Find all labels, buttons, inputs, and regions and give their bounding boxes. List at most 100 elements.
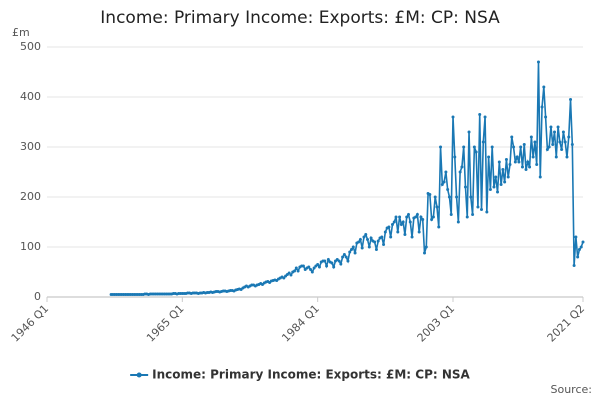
data-point — [332, 265, 336, 269]
data-point — [510, 135, 514, 139]
data-point — [301, 264, 305, 268]
data-point — [560, 148, 564, 151]
data-point — [374, 248, 378, 251]
data-point — [366, 238, 370, 241]
data-point — [520, 165, 524, 169]
data-point — [399, 223, 403, 226]
data-point — [503, 180, 507, 184]
data-point — [350, 248, 354, 251]
data-point — [462, 145, 466, 149]
data-point — [476, 205, 480, 209]
data-point — [357, 240, 361, 244]
y-tick-label: 400 — [20, 90, 41, 103]
data-point — [312, 266, 316, 270]
data-point — [519, 145, 523, 149]
data-point — [428, 193, 432, 196]
data-point — [360, 246, 364, 250]
data-point — [369, 236, 373, 240]
data-point — [421, 218, 425, 221]
data-point — [526, 160, 530, 164]
data-point — [545, 148, 549, 151]
data-point — [430, 218, 434, 221]
data-point — [512, 145, 516, 149]
data-point — [309, 268, 313, 271]
data-point — [499, 183, 503, 186]
data-point — [576, 255, 580, 259]
data-point — [419, 215, 423, 219]
data-point — [316, 263, 320, 266]
data-point — [465, 215, 469, 219]
data-point — [376, 239, 380, 243]
data-point — [325, 264, 329, 268]
data-point — [506, 175, 510, 179]
data-point — [296, 269, 300, 273]
data-point — [540, 105, 544, 109]
data-point — [474, 150, 478, 154]
x-tick-label: 2003 Q1 — [415, 302, 458, 345]
data-point — [536, 60, 540, 64]
data-point — [483, 115, 487, 119]
data-point — [294, 266, 298, 270]
data-point — [460, 165, 464, 169]
data-point — [496, 190, 500, 194]
data-point — [565, 155, 569, 159]
data-point — [346, 259, 350, 263]
data-point — [556, 125, 560, 129]
data-point — [323, 259, 327, 263]
data-point — [353, 251, 357, 255]
data-point — [478, 113, 482, 116]
data-point — [458, 170, 462, 174]
data-point — [341, 255, 345, 259]
data-point — [401, 220, 405, 224]
data-point — [392, 220, 396, 224]
y-tick-label: 100 — [20, 240, 41, 253]
data-point — [487, 155, 491, 159]
data-point — [488, 188, 492, 191]
data-point — [579, 245, 583, 249]
data-point — [337, 259, 341, 263]
data-point — [373, 240, 377, 244]
data-point — [570, 143, 574, 146]
data-point — [547, 145, 551, 149]
data-point — [310, 270, 314, 274]
data-point — [396, 230, 400, 234]
data-point — [508, 163, 512, 166]
data-point — [497, 160, 501, 164]
y-tick-label: 0 — [34, 290, 41, 303]
data-point — [394, 215, 398, 219]
data-point — [572, 264, 576, 267]
data-point — [513, 160, 517, 164]
data-point — [515, 155, 519, 159]
data-point — [389, 235, 393, 239]
y-axis-label: £m — [12, 26, 30, 39]
data-point — [382, 243, 386, 246]
data-point — [408, 220, 412, 224]
data-point — [424, 245, 428, 249]
data-point — [522, 143, 526, 146]
data-point — [501, 168, 505, 171]
data-point — [567, 135, 571, 139]
data-point — [433, 195, 437, 199]
data-point — [561, 130, 565, 134]
data-point — [574, 235, 578, 239]
data-point — [447, 195, 451, 199]
data-point — [531, 155, 535, 159]
data-point — [554, 155, 558, 159]
data-point — [472, 145, 476, 149]
data-point — [440, 183, 444, 186]
data-point — [517, 160, 521, 164]
data-point — [444, 170, 448, 174]
data-point — [479, 208, 483, 211]
data-point — [417, 230, 421, 234]
data-point — [330, 261, 334, 265]
data-point — [533, 140, 537, 144]
legend-label: Income: Primary Income: Exports: £M: CP:… — [152, 368, 470, 382]
data-point — [449, 213, 453, 216]
data-point — [467, 130, 471, 134]
data-point — [456, 220, 460, 224]
chart-title: Income: Primary Income: Exports: £M: CP:… — [100, 8, 500, 28]
legend-marker — [136, 372, 142, 378]
data-point — [344, 255, 348, 259]
data-point — [553, 130, 557, 134]
data-point — [398, 215, 402, 219]
